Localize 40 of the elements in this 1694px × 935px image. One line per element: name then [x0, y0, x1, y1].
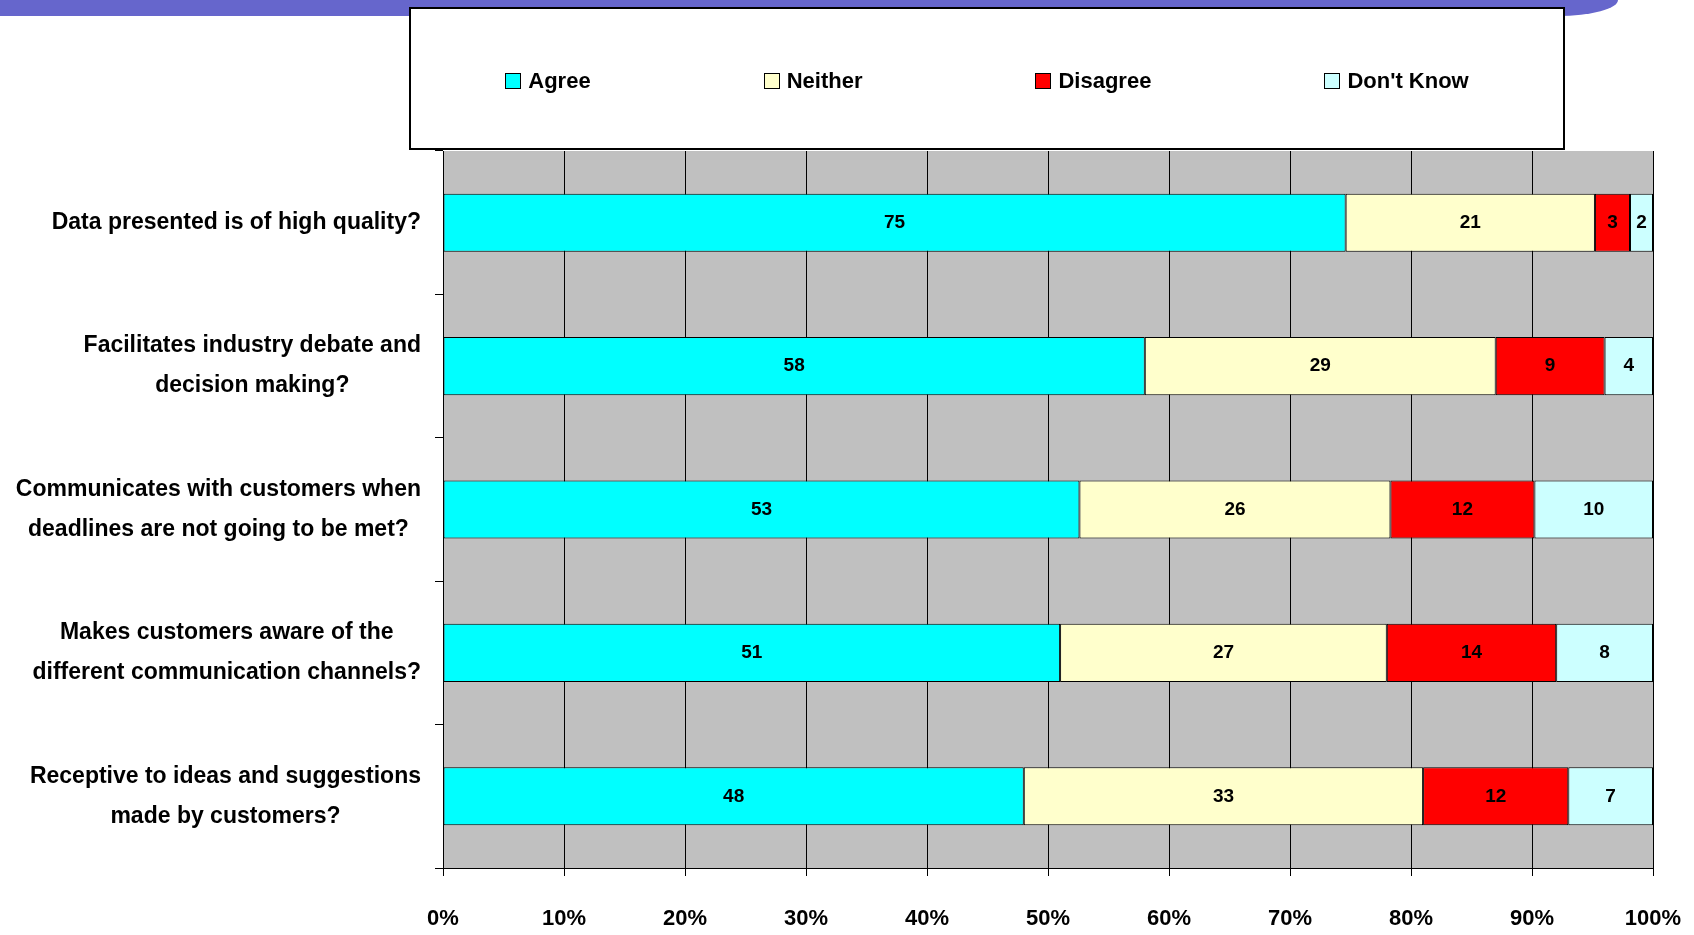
x-tick-label: 20%: [662, 905, 708, 931]
data-label: 51: [741, 641, 763, 663]
data-label: 12: [1451, 497, 1473, 519]
x-tick-label: 30%: [783, 905, 829, 931]
data-label: 7: [1605, 784, 1616, 806]
x-tick-label: 60%: [1146, 905, 1192, 931]
data-label: 10: [1583, 497, 1605, 519]
data-label: 58: [783, 354, 805, 376]
legend-label: Agree: [528, 67, 591, 94]
data-label: 8: [1599, 641, 1610, 663]
data-label: 29: [1309, 354, 1331, 376]
x-tick-label: 70%: [1267, 905, 1313, 931]
data-label: 14: [1460, 641, 1483, 663]
y-tick-label: Receptive to ideas and suggestions made by customers?: [29, 761, 421, 828]
x-tick-label: 0%: [427, 905, 459, 931]
data-label: 21: [1459, 210, 1482, 232]
data-label: 9: [1544, 354, 1556, 376]
y-tick-label: Communicates with customers when deadlines are not going to be met?: [15, 474, 421, 541]
legend-label: Disagree: [1058, 67, 1152, 94]
legend-label: Don't Know: [1347, 67, 1469, 94]
data-label: 48: [723, 784, 745, 806]
y-tick-label: Facilitates industry debate and decision making?: [83, 331, 421, 398]
x-tick-label: 80%: [1388, 905, 1434, 931]
y-tick-label: Data presented is of high quality?: [51, 208, 421, 235]
x-tick-label: 100%: [1624, 905, 1682, 931]
data-label: 53: [750, 497, 773, 519]
legend-label: Neither: [786, 67, 863, 94]
data-label: 27: [1212, 641, 1235, 663]
data-label: 2: [1636, 210, 1647, 232]
x-tick-label: 50%: [1025, 905, 1071, 931]
data-label: 4: [1623, 354, 1635, 376]
data-label: 75: [884, 210, 906, 232]
x-tick-label: 10%: [541, 905, 587, 931]
data-label: 12: [1485, 784, 1507, 806]
data-label: 3: [1607, 210, 1618, 232]
x-tick-label: 90%: [1509, 905, 1555, 931]
data-label: 26: [1224, 497, 1246, 519]
x-tick-label: 40%: [904, 905, 950, 931]
data-label: 33: [1212, 784, 1235, 806]
y-tick-label: Makes customers aware of the different communication channels?: [32, 618, 421, 685]
